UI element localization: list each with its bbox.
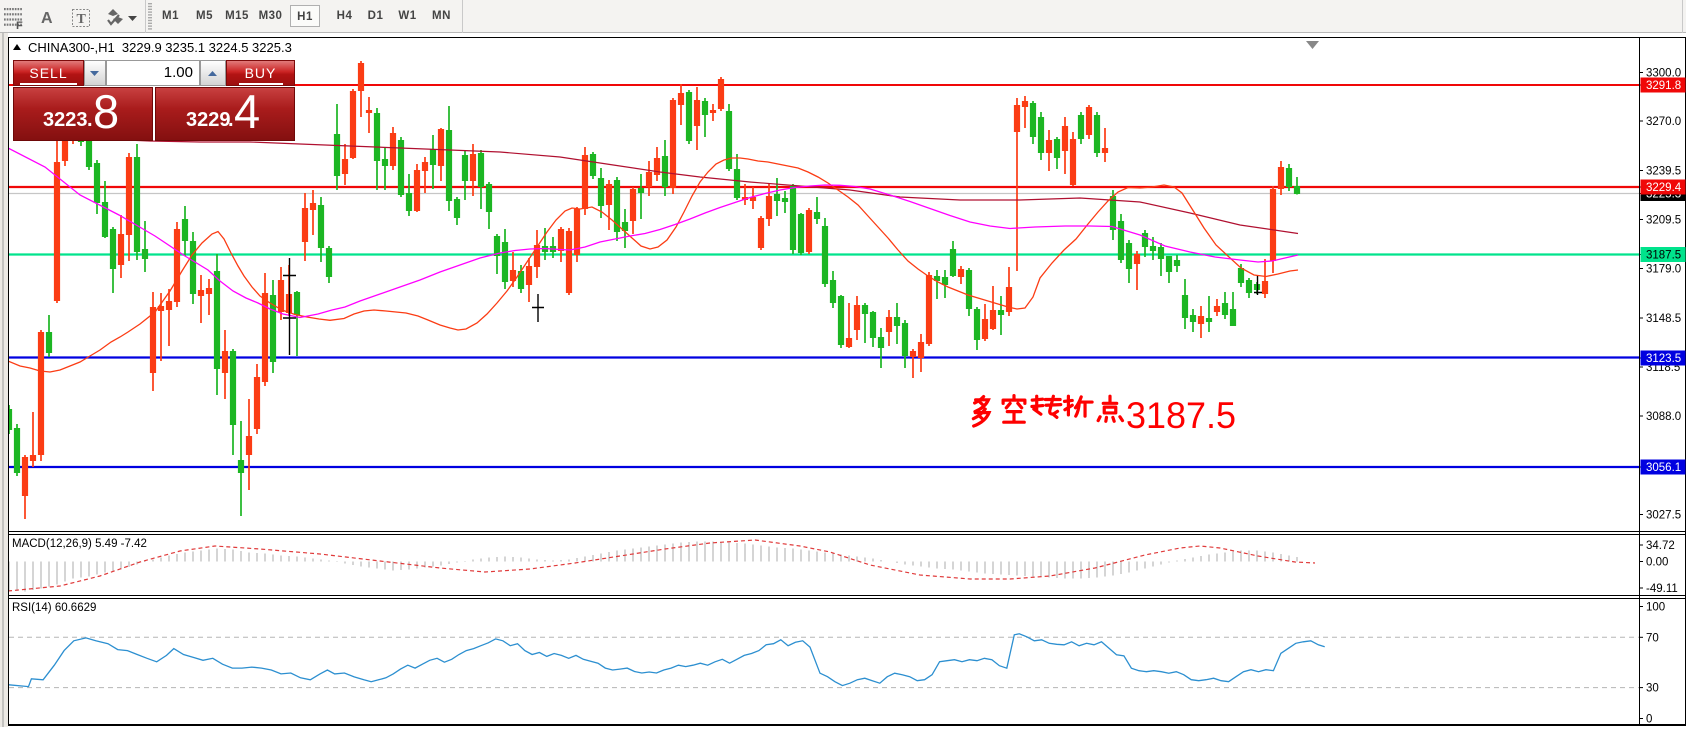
svg-text:70: 70	[1646, 632, 1659, 644]
svg-text:-49.11: -49.11	[1646, 583, 1678, 595]
svg-text:3187.5: 3187.5	[1126, 395, 1236, 436]
svg-text:3027.5: 3027.5	[1646, 510, 1681, 522]
svg-text:3270.0: 3270.0	[1646, 116, 1681, 128]
svg-text:30: 30	[1646, 683, 1659, 695]
svg-text:3056.1: 3056.1	[1646, 462, 1681, 474]
svg-text:3088.0: 3088.0	[1646, 411, 1681, 423]
svg-text:A: A	[41, 10, 53, 27]
svg-text:3239.5: 3239.5	[1646, 166, 1681, 178]
svg-text:34.72: 34.72	[1646, 540, 1675, 552]
svg-text:RSI(14) 60.6629: RSI(14) 60.6629	[12, 602, 96, 614]
svg-text:T: T	[77, 12, 87, 27]
svg-text:3148.5: 3148.5	[1646, 313, 1681, 325]
svg-text:3229.4: 3229.4	[1646, 182, 1682, 194]
svg-text:3187.5: 3187.5	[1646, 250, 1681, 262]
svg-text:3300.0: 3300.0	[1646, 68, 1681, 80]
svg-text:MACD(12,26,9) 5.49 -7.42: MACD(12,26,9) 5.49 -7.42	[12, 538, 147, 550]
svg-text:3291.8: 3291.8	[1646, 80, 1681, 92]
svg-text:CHINA300-,H1 3229.9 3235.1 32: CHINA300-,H1 3229.9 3235.1 3224.5 3225.3	[28, 40, 292, 55]
svg-text:3179.0: 3179.0	[1646, 264, 1681, 276]
svg-text:0: 0	[1646, 714, 1652, 726]
svg-text:3123.5: 3123.5	[1646, 353, 1681, 365]
svg-text:0.00: 0.00	[1646, 557, 1668, 569]
svg-text:F: F	[16, 20, 23, 32]
svg-text:100: 100	[1646, 602, 1665, 614]
svg-text:3209.5: 3209.5	[1646, 215, 1681, 227]
